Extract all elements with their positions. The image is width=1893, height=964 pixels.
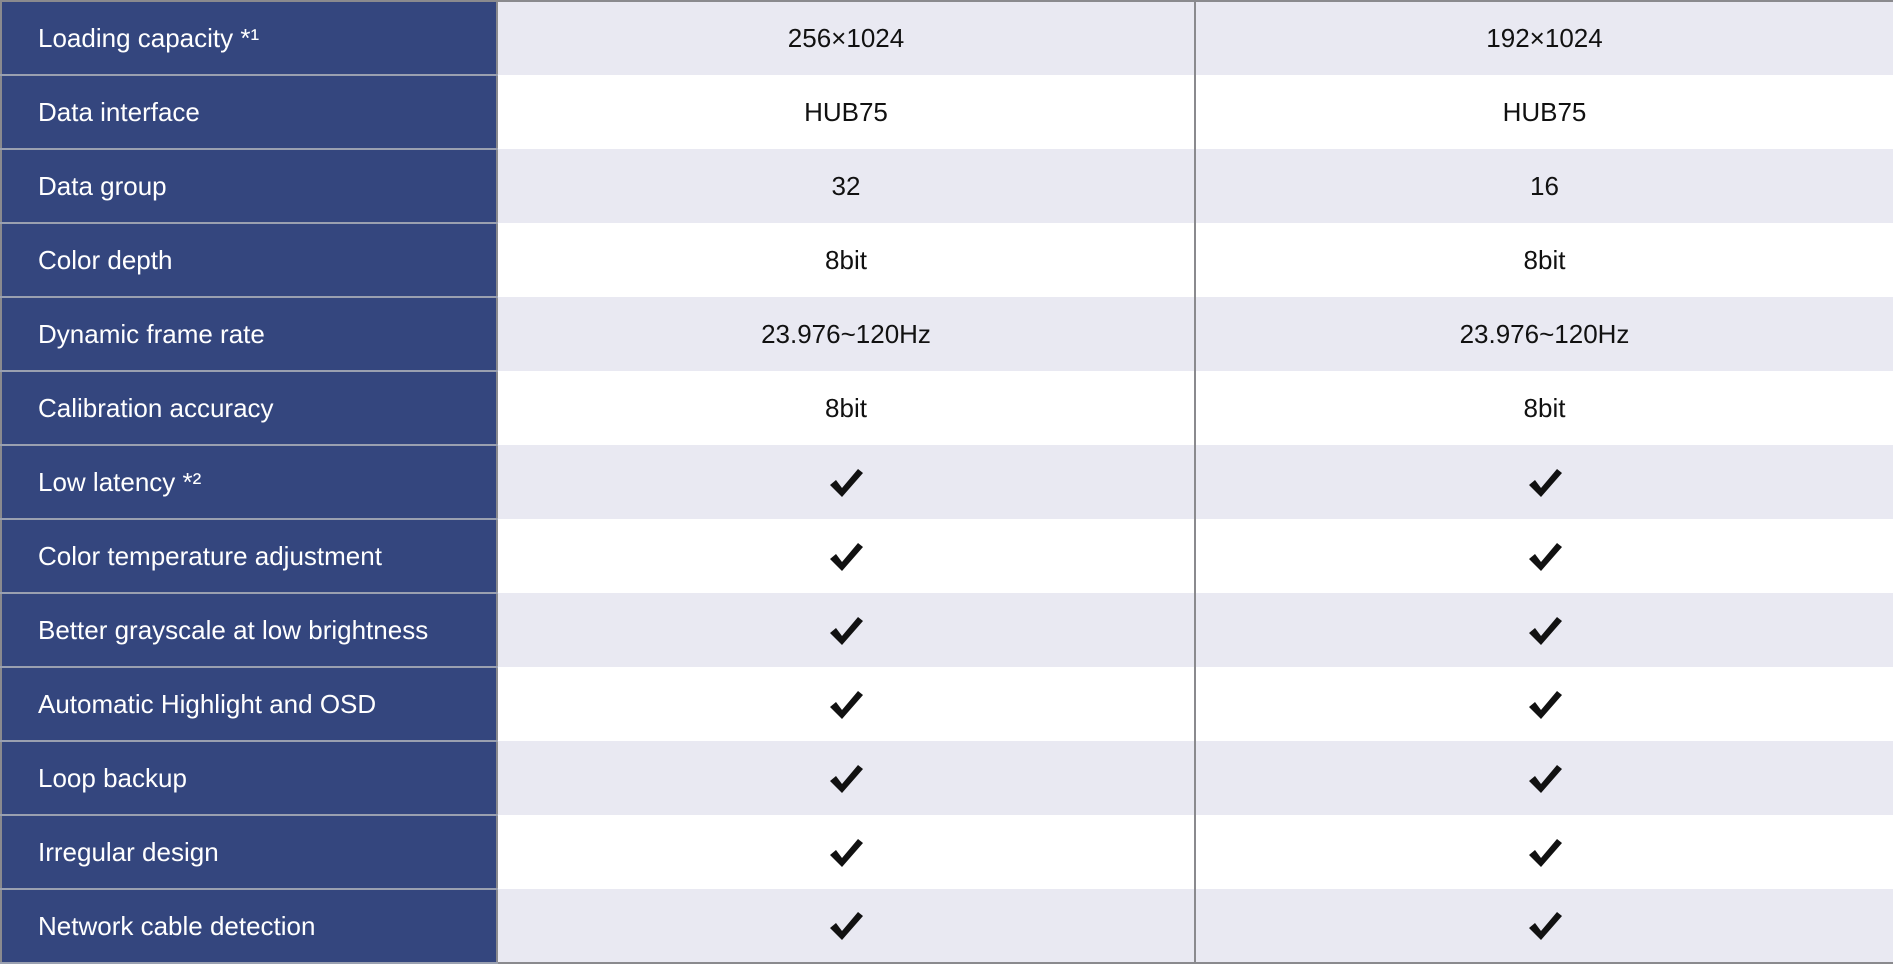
row-value: 256×1024 — [497, 1, 1196, 75]
row-label: Automatic Highlight and OSD — [1, 667, 498, 742]
table-row: Loop backup — [1, 741, 1893, 816]
row-value: 8bit — [497, 223, 1196, 297]
table-row: Loading capacity *¹ 256×1024 192×1024 — [1, 1, 1893, 76]
check-icon — [1195, 445, 1893, 519]
check-icon — [497, 815, 1196, 889]
row-value: 192×1024 — [1195, 1, 1893, 75]
row-value: 16 — [1195, 149, 1893, 223]
row-label: Data group — [1, 149, 498, 224]
row-value: 8bit — [497, 371, 1196, 445]
check-icon — [1195, 889, 1893, 963]
row-value: 23.976~120Hz — [497, 297, 1196, 371]
row-value: 8bit — [1195, 371, 1893, 445]
row-label: Color depth — [1, 223, 498, 298]
row-label: Low latency *² — [1, 445, 498, 520]
check-icon — [497, 519, 1196, 593]
row-label: Loop backup — [1, 741, 498, 816]
table-row: Calibration accuracy 8bit 8bit — [1, 371, 1893, 446]
check-icon — [497, 741, 1196, 815]
row-label: Color temperature adjustment — [1, 519, 498, 594]
row-label: Dynamic frame rate — [1, 297, 498, 372]
check-icon — [1195, 741, 1893, 815]
row-label: Data interface — [1, 75, 498, 150]
row-value: 32 — [497, 149, 1196, 223]
check-icon — [497, 889, 1196, 963]
check-icon — [1195, 519, 1893, 593]
check-icon — [1195, 593, 1893, 667]
row-label: Better grayscale at low brightness — [1, 593, 498, 668]
table-row: Data interface HUB75 HUB75 — [1, 75, 1893, 150]
table-row: Color temperature adjustment — [1, 519, 1893, 594]
check-icon — [1195, 815, 1893, 889]
table-row: Dynamic frame rate 23.976~120Hz 23.976~120… — [1, 297, 1893, 372]
check-icon — [497, 445, 1196, 519]
row-value: HUB75 — [1195, 75, 1893, 149]
row-label: Network cable detection — [1, 889, 498, 964]
table-row: Network cable detection — [1, 889, 1893, 964]
table-row: Low latency *² — [1, 445, 1893, 520]
row-label: Loading capacity *¹ — [1, 1, 498, 76]
check-icon — [497, 667, 1196, 741]
check-icon — [1195, 667, 1893, 741]
row-label: Irregular design — [1, 815, 498, 890]
row-value: 8bit — [1195, 223, 1893, 297]
table-row: Data group 32 16 — [1, 149, 1893, 224]
table-row: Color depth 8bit 8bit — [1, 223, 1893, 298]
row-value: 23.976~120Hz — [1195, 297, 1893, 371]
table-row: Automatic Highlight and OSD — [1, 667, 1893, 742]
table-row: Irregular design — [1, 815, 1893, 890]
row-label: Calibration accuracy — [1, 371, 498, 446]
check-icon — [497, 593, 1196, 667]
row-value: HUB75 — [497, 75, 1196, 149]
table-row: Better grayscale at low brightness — [1, 593, 1893, 668]
